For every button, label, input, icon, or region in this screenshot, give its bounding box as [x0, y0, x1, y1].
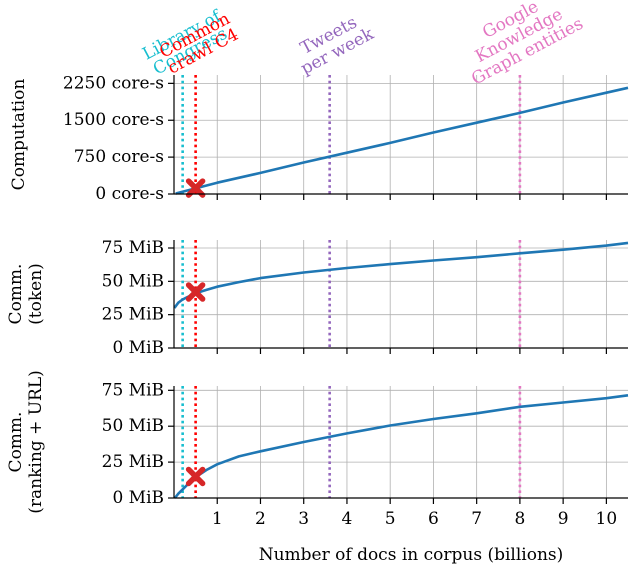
x-tick-label: 7 — [471, 509, 482, 529]
y-axis-label: Computation — [9, 79, 29, 191]
y-tick-label: 75 MiB — [102, 380, 164, 400]
x-axis-label: Number of docs in corpus (billions) — [259, 545, 564, 565]
x-tick-label: 4 — [342, 509, 353, 529]
series-line-1 — [173, 394, 629, 499]
x-tick-label: 9 — [558, 509, 569, 529]
x-tick-label: 1 — [212, 509, 223, 529]
y-tick-label: 25 MiB — [102, 452, 164, 472]
y-axis-label: Comm.(ranking + URL) — [6, 370, 46, 514]
panel-1: 0 core-s 750 core-s 1500 core-s 2250 core-s… — [9, 73, 629, 204]
y-tick-label: 75 MiB — [102, 238, 164, 258]
x-tick-label: 3 — [298, 509, 309, 529]
y-tick-label: 1500 core-s — [63, 110, 164, 130]
y-axis-label: Comm.(token) — [6, 263, 46, 325]
x-marker — [185, 178, 206, 198]
panel-2: 0 MiB 25 MiB 50 MiB 75 MiB Comm.(token) — [6, 238, 629, 358]
y-tick-label: 0 core-s — [95, 184, 164, 204]
x-tick-label: 8 — [514, 509, 525, 529]
y-tick-label: 0 MiB — [112, 338, 164, 358]
series-line-1 — [175, 86, 629, 195]
y-tick-label: 750 core-s — [74, 147, 164, 167]
x-marker — [185, 282, 206, 302]
x-tick-label: 5 — [385, 509, 396, 529]
y-tick-label: 25 MiB — [102, 305, 164, 325]
x-tick-label: 10 — [596, 509, 618, 529]
x-marker — [185, 466, 206, 487]
series-line-1 — [173, 241, 629, 309]
y-tick-label: 2250 core-s — [63, 73, 164, 93]
y-tick-label: 0 MiB — [112, 488, 164, 508]
x-tick-label: 6 — [428, 509, 439, 529]
y-tick-label: 50 MiB — [102, 271, 164, 291]
panel-3: 0 MiB 25 MiB 50 MiB 75 MiB 1 2 3 4 5 6 7 8 9 10 Number… — [6, 370, 629, 565]
x-tick-label: 2 — [255, 509, 266, 529]
y-tick-label: 50 MiB — [102, 416, 164, 436]
vline-label-3: Tweetsper week — [289, 8, 378, 79]
